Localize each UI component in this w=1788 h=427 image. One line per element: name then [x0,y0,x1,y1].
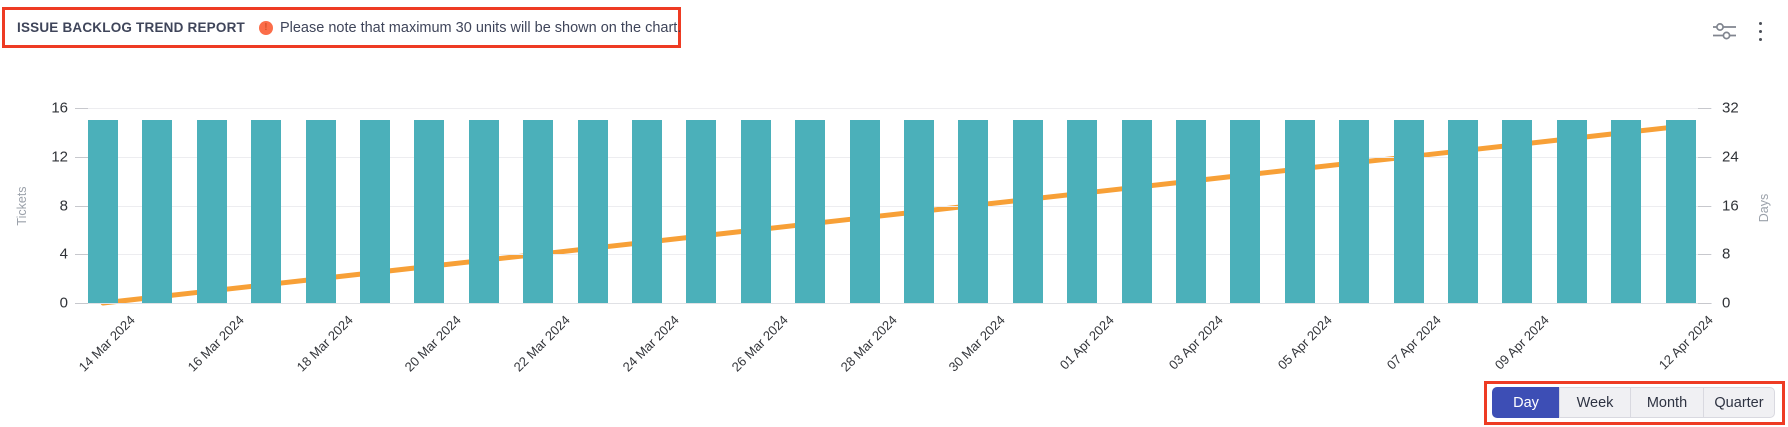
tickets-bar[interactable] [523,120,554,303]
tickets-bar[interactable] [1502,120,1533,303]
gridline [75,303,1712,304]
x-axis-date-label: 01 Apr 2024 [1056,312,1118,373]
tickets-bar[interactable] [1121,120,1152,303]
tickets-bar[interactable] [740,120,771,303]
x-axis-date-label: 05 Apr 2024 [1274,312,1335,373]
tick-right-mark [1698,156,1711,158]
tickets-bar[interactable] [1448,120,1478,303]
tickets-bar[interactable] [142,120,173,303]
tickets-bar[interactable] [1176,120,1206,303]
tickets-bar[interactable] [88,120,118,303]
sliders-icon-svg [1712,23,1736,40]
x-axis-date-label: 03 Apr 2024 [1165,312,1226,373]
tick-left-mark [75,254,88,256]
tickets-bar[interactable] [1393,120,1424,303]
tickets-bar[interactable] [196,120,227,303]
x-axis-date-label: 16 Mar 2024 [184,312,247,375]
tickets-bar[interactable] [1611,120,1642,303]
tickets-bar[interactable] [632,120,662,303]
x-axis-date-label: 26 Mar 2024 [728,312,791,375]
tick-left-mark [75,108,88,109]
tickets-bar[interactable] [686,120,717,303]
right-axis-title: Days [1757,193,1771,223]
tickets-bar[interactable] [577,120,608,303]
chart-note: ! Please note that maximum 30 units will… [258,19,682,36]
page-title: ISSUE BACKLOG TREND REPORT [17,20,245,35]
kebab-menu-icon[interactable] [1757,20,1765,44]
x-axis-date-label: 22 Mar 2024 [510,312,574,375]
gridline [75,156,1712,158]
x-axis-date-label: 14 Mar 2024 [75,312,138,375]
annotation-box-time-range [1484,381,1785,425]
x-axis-date-label: 24 Mar 2024 [619,312,682,375]
time-range-button-day[interactable]: Day [1492,387,1560,418]
tick-right-mark [1698,303,1711,304]
left-axis-tick: 4 [59,245,68,263]
chart-note-text: Please note that maximum 30 units will b… [279,19,682,36]
x-axis-date-label: 18 Mar 2024 [293,312,356,375]
gridline [75,254,1712,256]
left-axis-title: Tickets [15,186,29,226]
tickets-bar[interactable] [360,120,390,303]
right-axis-tick: 24 [1722,148,1739,166]
left-axis-tick: 16 [51,99,68,117]
left-axis-tick: 12 [51,148,68,166]
right-axis-tick: 32 [1722,99,1739,117]
x-axis-date-label: 12 Apr 2024 [1655,312,1716,373]
left-axis-tick: 8 [59,197,68,214]
tickets-bar[interactable] [1284,120,1315,303]
warning-dot-icon: ! [258,20,273,35]
tickets-bar[interactable] [958,120,989,303]
tickets-bar[interactable] [1665,120,1696,303]
tickets-bar[interactable] [1556,120,1587,303]
tickets-bar[interactable] [849,120,880,303]
tick-left-mark [75,156,88,158]
x-axis-date-label: 28 Mar 2024 [837,312,900,375]
annotation-box-title: ISSUE BACKLOG TREND REPORT ! Please note… [2,7,681,48]
days-trend-line [100,123,1684,306]
right-axis-tick: 8 [1722,245,1731,263]
x-axis-date-label: 09 Apr 2024 [1492,312,1553,373]
right-axis-tick: 16 [1722,197,1739,214]
tick-right-mark [1698,108,1711,109]
tick-left-mark [75,205,88,207]
tickets-bar[interactable] [904,120,934,303]
chart-toolbar [1709,19,1765,44]
right-axis-tick: 0 [1722,294,1731,312]
tickets-bar[interactable] [1067,120,1098,303]
tickets-bar[interactable] [305,120,336,303]
left-axis-tick: 0 [59,294,68,312]
tickets-bar[interactable] [1230,120,1261,303]
tickets-bar[interactable] [468,120,499,303]
tickets-bar[interactable] [414,120,445,303]
gridline [75,108,1712,109]
tick-right-mark [1698,205,1711,207]
time-range-button-quarter[interactable]: Quarter [1703,387,1775,418]
tickets-bar[interactable] [1339,120,1370,303]
tick-right-mark [1698,254,1711,256]
tickets-bar[interactable] [1012,120,1043,303]
tickets-bar[interactable] [795,120,826,303]
gridline [75,205,1712,207]
time-range-switcher: Day Week Month Quarter [1492,387,1775,418]
tickets-bar[interactable] [251,120,282,303]
x-axis-date-label: 30 Mar 2024 [946,312,1009,375]
time-range-button-week[interactable]: Week [1559,387,1631,418]
tick-left-mark [75,303,88,304]
x-axis-date-label: 20 Mar 2024 [402,312,465,375]
time-range-button-month[interactable]: Month [1630,387,1704,418]
x-axis-date-label: 07 Apr 2024 [1383,312,1444,373]
sliders-icon[interactable] [1709,19,1740,44]
